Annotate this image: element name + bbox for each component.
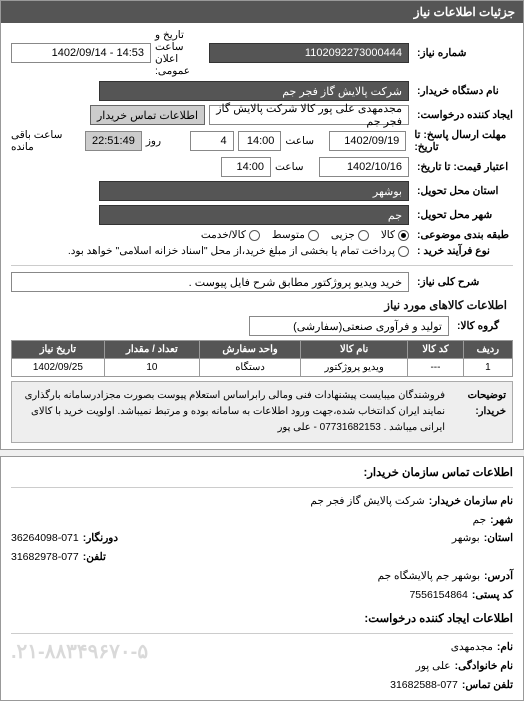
validity-time-field: 14:00 [221,157,271,177]
radio-icon [308,230,319,241]
buyer-value: شرکت پالایش گاز فجر جم [310,492,424,511]
desc-label: شرح کلی نیاز: [413,276,513,288]
org-name-label: نام دستگاه خریدار: [413,85,513,97]
creator-label: ایجاد کننده درخواست: [413,109,513,121]
contact-phone-label: تلفن تماس: [462,676,513,695]
radio-icon [249,230,260,241]
radio-goods-service-label: کالا/خدمت [201,229,246,241]
notes-box: توضیحات خریدار: فروشندگان میبایست پیشنها… [11,381,513,443]
td-row: 1 [463,359,512,377]
notes-text: فروشندگان میبایست پیشنهادات فنی ومالی را… [18,388,445,436]
time-label-2: ساعت [275,161,315,173]
th-qty: تعداد / مقدار [104,341,199,359]
radio-goods[interactable]: کالا [381,229,409,241]
contact-title: اطلاعات تماس سازمان خریدار: [11,463,513,488]
panel-header: جزئیات اطلاعات نیاز [1,1,523,23]
lastname-label: نام خانوادگی: [455,657,513,676]
validity-date-field: 1402/10/16 [319,157,409,177]
contact-info-button[interactable]: اطلاعات تماس خریدار [90,105,205,125]
postal-value: 7556154864 [409,586,467,605]
contact-province-value: بوشهر [452,529,480,548]
time-label-1: ساعت [285,135,325,147]
fax-value: 36264098-071 [11,529,79,548]
phone-value: 31682978-077 [11,548,79,567]
deadline-time-field: 14:00 [238,131,282,151]
contact-city-value: جم [473,511,486,530]
th-row: ردیف [463,341,512,359]
remaining-label: ساعت باقی مانده [11,129,81,153]
city-label: شهر محل تحویل: [413,209,513,221]
notes-label: توضیحات خریدار: [451,388,506,436]
phone-label: تلفن: [83,548,106,567]
province-field: بوشهر [99,181,409,201]
radio-icon [358,230,369,241]
province-label: استان محل تحویل: [413,185,513,197]
remaining-days-field: 4 [190,131,234,151]
address-label: آدرس: [484,567,513,586]
goods-section-title: اطلاعات کالاهای مورد نیاز [11,298,513,312]
city-field: جم [99,205,409,225]
watermark: .۲۱-۸۸۳۴۹۶۷٠-۵ [11,634,148,670]
deadline-date-field: 1402/09/19 [329,131,406,151]
goods-table: ردیف کد کالا نام کالا واحد سفارش تعداد /… [11,340,513,377]
contact-city-label: شهر: [490,511,513,530]
th-date: تاریخ نیاز [12,341,105,359]
category-label: طبقه بندی موضوعی: [413,229,513,241]
lastname-value: علی پور [416,657,451,676]
td-unit: دستگاه [200,359,301,377]
radio-goods-service[interactable]: کالا/خدمت [201,229,260,241]
payment-label: نوع فرآیند خرید : [413,245,513,257]
th-unit: واحد سفارش [200,341,301,359]
org-name-field: شرکت پالایش گاز فجر جم [99,81,409,101]
radio-icon [398,246,409,257]
td-name: ویدیو پروژکتور [301,359,408,377]
name-value: مجدمهدی [451,638,493,657]
name-label: نام: [497,638,513,657]
address-value: بوشهر جم پالایشگاه جم [378,567,480,586]
radio-icon [398,230,409,241]
buyer-label: نام سازمان خریدار: [429,492,513,511]
contact-phone-value: 31682588-077 [390,676,458,695]
table-row: 1 --- ویدیو پروژکتور دستگاه 10 1402/09/2… [12,359,513,377]
deadline-label: مهلت ارسال پاسخ: تا تاریخ: [410,129,513,153]
radio-goods-label: کالا [381,229,395,241]
postal-label: کد پستی: [472,586,513,605]
days-label: روز [146,135,186,147]
radio-medium-label: متوسط [272,229,305,241]
td-qty: 10 [104,359,199,377]
th-name: نام کالا [301,341,408,359]
radio-payment[interactable]: پرداخت تمام یا بخشی از مبلغ خرید،از محل … [68,245,409,257]
request-no-field: 1102092273000444 [209,43,409,63]
fax-label: دورنگار: [83,529,118,548]
th-code: کد کالا [408,341,463,359]
desc-field: خرید ویدیو پروژکتور مطابق شرح فایل پیوست… [11,272,409,292]
contact-section: اطلاعات تماس سازمان خریدار: نام سازمان خ… [0,456,524,701]
radio-partial[interactable]: جزیی [331,229,369,241]
group-field: تولید و فرآوری صنعتی(سفارشی) [249,316,449,336]
announce-date-label: تاریخ و ساعت اعلان عمومی: [155,29,205,77]
creator-info-title: اطلاعات ایجاد کننده درخواست: [11,609,513,634]
announce-date-field: 14:53 - 1402/09/14 [11,43,151,63]
contact-province-label: استان: [484,529,513,548]
request-no-label: شماره نیاز: [413,47,513,59]
creator-field: مجدمهدی علی پور کالا شرکت پالایش گاز فجر… [209,105,409,125]
remaining-time-field: 22:51:49 [85,131,142,151]
td-date: 1402/09/25 [12,359,105,377]
group-label: گروه کالا: [453,320,513,332]
payment-note: پرداخت تمام یا بخشی از مبلغ خرید،از محل … [68,245,395,257]
radio-partial-label: جزیی [331,229,355,241]
radio-medium[interactable]: متوسط [272,229,319,241]
td-code: --- [408,359,463,377]
validity-label: اعتبار قیمت: تا تاریخ: [413,161,513,173]
